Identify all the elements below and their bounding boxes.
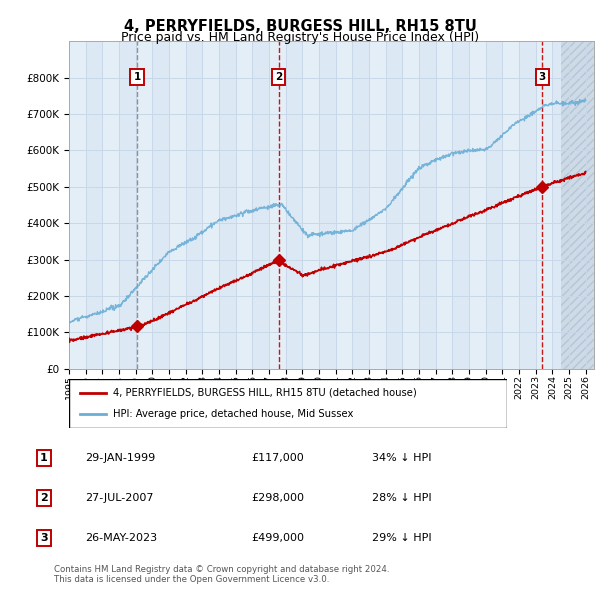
Text: 1: 1	[40, 453, 47, 463]
Bar	[169, 41, 185, 369]
Bar	[269, 41, 286, 369]
Text: 34% ↓ HPI: 34% ↓ HPI	[372, 453, 432, 463]
Text: 4, PERRYFIELDS, BURGESS HILL, RH15 8TU (detached house): 4, PERRYFIELDS, BURGESS HILL, RH15 8TU (…	[113, 388, 416, 398]
Bar	[202, 41, 219, 369]
FancyBboxPatch shape	[69, 379, 507, 428]
Text: Contains HM Land Registry data © Crown copyright and database right 2024.: Contains HM Land Registry data © Crown c…	[54, 565, 389, 574]
Text: 26-MAY-2023: 26-MAY-2023	[85, 533, 157, 543]
Bar	[69, 41, 86, 369]
Bar	[302, 41, 319, 369]
Bar	[560, 41, 594, 369]
Text: 1: 1	[133, 73, 140, 83]
Bar	[136, 41, 152, 369]
Bar	[436, 41, 452, 369]
Text: 27-JUL-2007: 27-JUL-2007	[85, 493, 154, 503]
Text: 28% ↓ HPI: 28% ↓ HPI	[372, 493, 432, 503]
Text: This data is licensed under the Open Government Licence v3.0.: This data is licensed under the Open Gov…	[54, 575, 329, 584]
Text: HPI: Average price, detached house, Mid Sussex: HPI: Average price, detached house, Mid …	[113, 409, 353, 419]
Text: 29% ↓ HPI: 29% ↓ HPI	[372, 533, 432, 543]
Bar	[335, 41, 352, 369]
Text: 2: 2	[40, 493, 47, 503]
Text: Price paid vs. HM Land Registry's House Price Index (HPI): Price paid vs. HM Land Registry's House …	[121, 31, 479, 44]
Text: 29-JAN-1999: 29-JAN-1999	[85, 453, 155, 463]
Bar	[502, 41, 519, 369]
Bar	[236, 41, 253, 369]
Bar	[369, 41, 386, 369]
Text: 2: 2	[275, 73, 282, 83]
Text: 3: 3	[539, 73, 546, 83]
Bar	[469, 41, 485, 369]
Text: £298,000: £298,000	[251, 493, 304, 503]
Bar	[569, 41, 586, 369]
Text: £499,000: £499,000	[251, 533, 304, 543]
Bar	[536, 41, 553, 369]
Text: £117,000: £117,000	[251, 453, 304, 463]
Text: 3: 3	[40, 533, 47, 543]
Bar	[103, 41, 119, 369]
Text: 4, PERRYFIELDS, BURGESS HILL, RH15 8TU: 4, PERRYFIELDS, BURGESS HILL, RH15 8TU	[124, 19, 476, 34]
Bar	[403, 41, 419, 369]
